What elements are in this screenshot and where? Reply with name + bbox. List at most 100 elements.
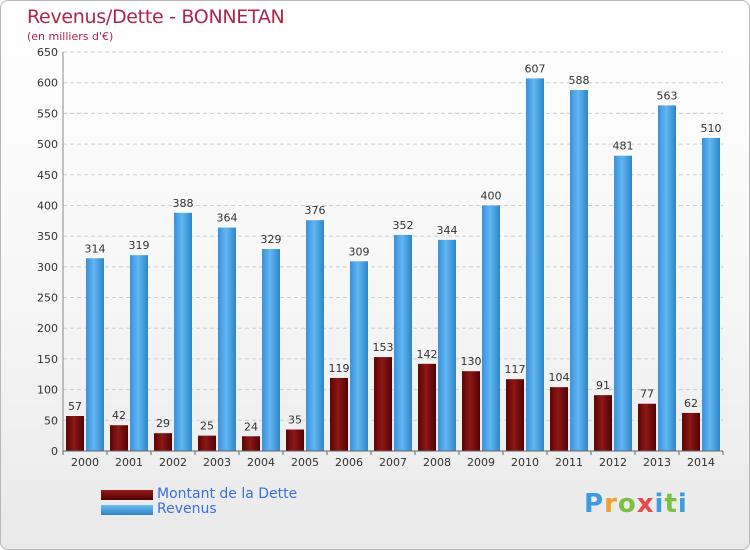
y-tick-label: 150 xyxy=(37,353,58,366)
bar-revenue xyxy=(482,205,500,451)
x-tick-label: 2006 xyxy=(335,456,363,469)
legend-swatch-debt xyxy=(101,490,153,500)
data-label-debt: 25 xyxy=(200,420,214,433)
data-label-revenue: 314 xyxy=(85,242,106,255)
bar-debt xyxy=(66,416,84,451)
data-label-revenue: 388 xyxy=(173,197,194,210)
bar-debt xyxy=(154,433,172,451)
chart-title: Revenus/Dette - BONNETAN xyxy=(27,6,285,28)
data-label-revenue: 344 xyxy=(437,224,458,237)
y-tick-label: 300 xyxy=(37,261,58,274)
x-tick-label: 2000 xyxy=(71,456,99,469)
x-tick-label: 2002 xyxy=(159,456,187,469)
data-label-revenue: 352 xyxy=(393,219,414,232)
axis-layer: 0 50 100 150 200 250 300 350 400 450 500 550 600 650 2… xyxy=(37,46,724,469)
x-tick-label: 2010 xyxy=(511,456,539,469)
x-tick-label: 2003 xyxy=(203,456,231,469)
bar-debt xyxy=(594,395,612,451)
y-tick-label: 0 xyxy=(51,445,58,458)
legend-label-revenue: Revenus xyxy=(157,501,217,517)
data-label-debt: 77 xyxy=(640,388,654,401)
bar-debt xyxy=(110,425,128,451)
y-tick-label: 500 xyxy=(37,138,58,151)
x-tick-label: 2013 xyxy=(643,456,671,469)
x-tick-label: 2012 xyxy=(599,456,627,469)
bar-debt xyxy=(374,357,392,451)
data-label-debt: 57 xyxy=(68,400,82,413)
x-tick-label: 2005 xyxy=(291,456,319,469)
bar-debt xyxy=(418,363,436,451)
data-label-debt: 42 xyxy=(112,409,126,422)
data-label-debt: 142 xyxy=(417,348,438,361)
y-tick-label: 400 xyxy=(37,199,58,212)
data-label-debt: 130 xyxy=(461,355,482,368)
bar-revenue xyxy=(306,220,324,451)
legend-swatch-revenue xyxy=(101,505,153,515)
data-label-revenue: 376 xyxy=(305,204,326,217)
bar-revenue xyxy=(658,105,676,452)
y-tick-label: 100 xyxy=(37,384,58,397)
x-tick-label: 2009 xyxy=(467,456,495,469)
data-label-revenue: 481 xyxy=(613,140,634,153)
data-label-debt: 24 xyxy=(244,420,258,433)
bar-debt xyxy=(638,403,656,451)
y-tick-label: 650 xyxy=(37,46,58,59)
bar-revenue xyxy=(262,249,280,451)
data-label-revenue: 588 xyxy=(569,74,590,87)
x-tick-label: 2008 xyxy=(423,456,451,469)
bar-revenue xyxy=(394,234,412,451)
data-label-debt: 119 xyxy=(329,362,350,375)
bar-debt xyxy=(506,379,524,451)
bar-debt xyxy=(330,377,348,451)
y-tick-label: 250 xyxy=(37,292,58,305)
y-tick-label: 450 xyxy=(37,169,58,182)
data-label-debt: 104 xyxy=(549,371,570,384)
data-label-revenue: 329 xyxy=(261,233,282,246)
label-layer: 57 314 42 319 29 388 25 364 24 329 35 376 119 309 153 3… xyxy=(68,62,722,433)
y-tick-label: 350 xyxy=(37,230,58,243)
data-label-revenue: 563 xyxy=(657,89,678,102)
y-tick-label: 550 xyxy=(37,107,58,120)
data-label-debt: 62 xyxy=(684,397,698,410)
bar-debt xyxy=(550,387,568,451)
bar-debt xyxy=(682,412,700,451)
x-tick-label: 2011 xyxy=(555,456,583,469)
bar-debt xyxy=(242,436,260,451)
data-label-debt: 35 xyxy=(288,414,302,427)
data-label-revenue: 510 xyxy=(701,122,722,135)
bar-debt xyxy=(198,435,216,451)
data-label-revenue: 364 xyxy=(217,212,238,225)
bar-revenue xyxy=(350,261,368,451)
x-tick-label: 2014 xyxy=(687,456,715,469)
data-label-debt: 153 xyxy=(373,341,394,354)
data-label-revenue: 309 xyxy=(349,245,370,258)
data-label-debt: 29 xyxy=(156,417,170,430)
bar-layer xyxy=(66,78,720,452)
y-tick-label: 200 xyxy=(37,322,58,335)
x-tick-label: 2001 xyxy=(115,456,143,469)
x-tick-label: 2007 xyxy=(379,456,407,469)
data-label-debt: 91 xyxy=(596,379,610,392)
bar-revenue xyxy=(702,137,720,451)
bar-revenue xyxy=(438,239,456,451)
bar-revenue xyxy=(218,227,236,451)
bar-revenue xyxy=(174,212,192,451)
grid-layer xyxy=(63,51,723,452)
data-label-debt: 117 xyxy=(505,363,526,376)
bar-revenue xyxy=(570,90,588,451)
y-tick-label: 600 xyxy=(37,77,58,90)
y-tick-label: 50 xyxy=(44,414,58,427)
bar-debt xyxy=(462,371,480,451)
legend-label-debt: Montant de la Dette xyxy=(157,486,298,502)
data-label-revenue: 319 xyxy=(129,239,150,252)
data-label-revenue: 400 xyxy=(481,189,502,202)
data-label-revenue: 607 xyxy=(525,62,546,75)
bar-revenue xyxy=(614,155,632,452)
bar-debt xyxy=(286,429,304,451)
bar-revenue xyxy=(526,78,544,451)
proxiti-logo: Proxiti xyxy=(584,489,688,519)
bar-revenue xyxy=(130,255,148,451)
chart-subtitle: (en milliers d'€) xyxy=(27,30,114,43)
